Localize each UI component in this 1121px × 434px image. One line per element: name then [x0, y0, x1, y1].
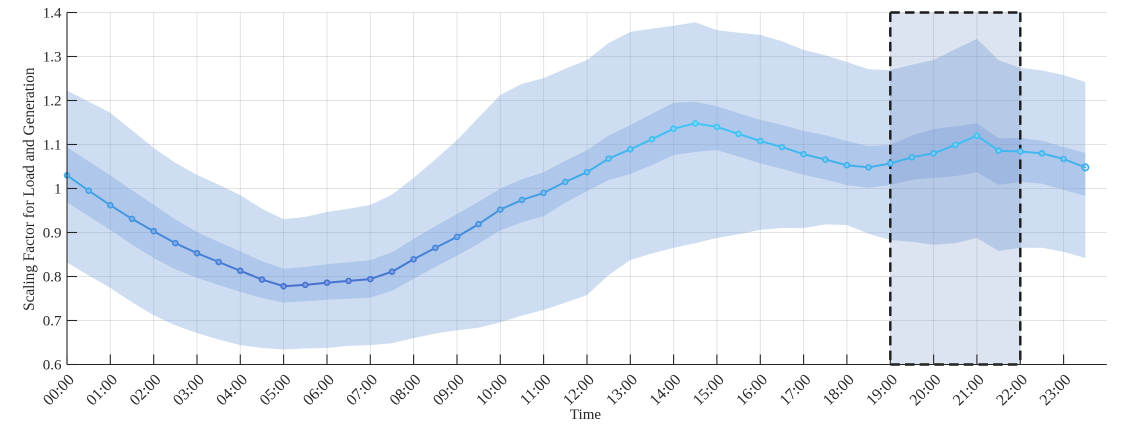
svg-text:1.1: 1.1	[43, 138, 62, 154]
svg-text:1.4: 1.4	[43, 6, 62, 22]
svg-text:0.9: 0.9	[43, 226, 62, 242]
svg-text:1.2: 1.2	[43, 94, 62, 110]
svg-text:Time: Time	[570, 407, 601, 423]
svg-text:0.6: 0.6	[43, 358, 62, 374]
svg-text:1: 1	[54, 182, 62, 198]
svg-text:Scaling Factor for Load and Ge: Scaling Factor for Load and Generation	[21, 67, 38, 311]
svg-text:1.3: 1.3	[43, 50, 62, 66]
svg-text:0.7: 0.7	[43, 314, 62, 330]
svg-text:0.8: 0.8	[43, 270, 62, 286]
